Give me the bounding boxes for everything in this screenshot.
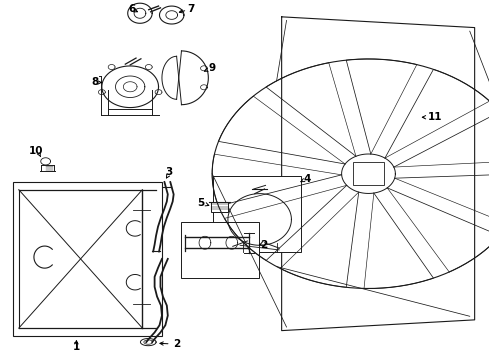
Text: 4: 4	[304, 174, 311, 184]
Bar	[211, 202, 228, 212]
Text: 2: 2	[260, 239, 267, 249]
Text: 3: 3	[166, 167, 173, 177]
Bar	[180, 222, 259, 278]
Text: 10: 10	[28, 146, 43, 156]
Text: 9: 9	[208, 63, 215, 73]
Text: 1: 1	[73, 342, 80, 352]
Text: 7: 7	[188, 4, 195, 14]
Bar	[353, 162, 384, 185]
Text: 8: 8	[91, 77, 98, 87]
Bar	[13, 182, 162, 336]
Text: 2: 2	[173, 339, 180, 349]
Text: 5: 5	[197, 198, 205, 208]
Text: 11: 11	[428, 112, 443, 122]
Bar	[213, 176, 301, 252]
Text: 6: 6	[128, 4, 135, 14]
